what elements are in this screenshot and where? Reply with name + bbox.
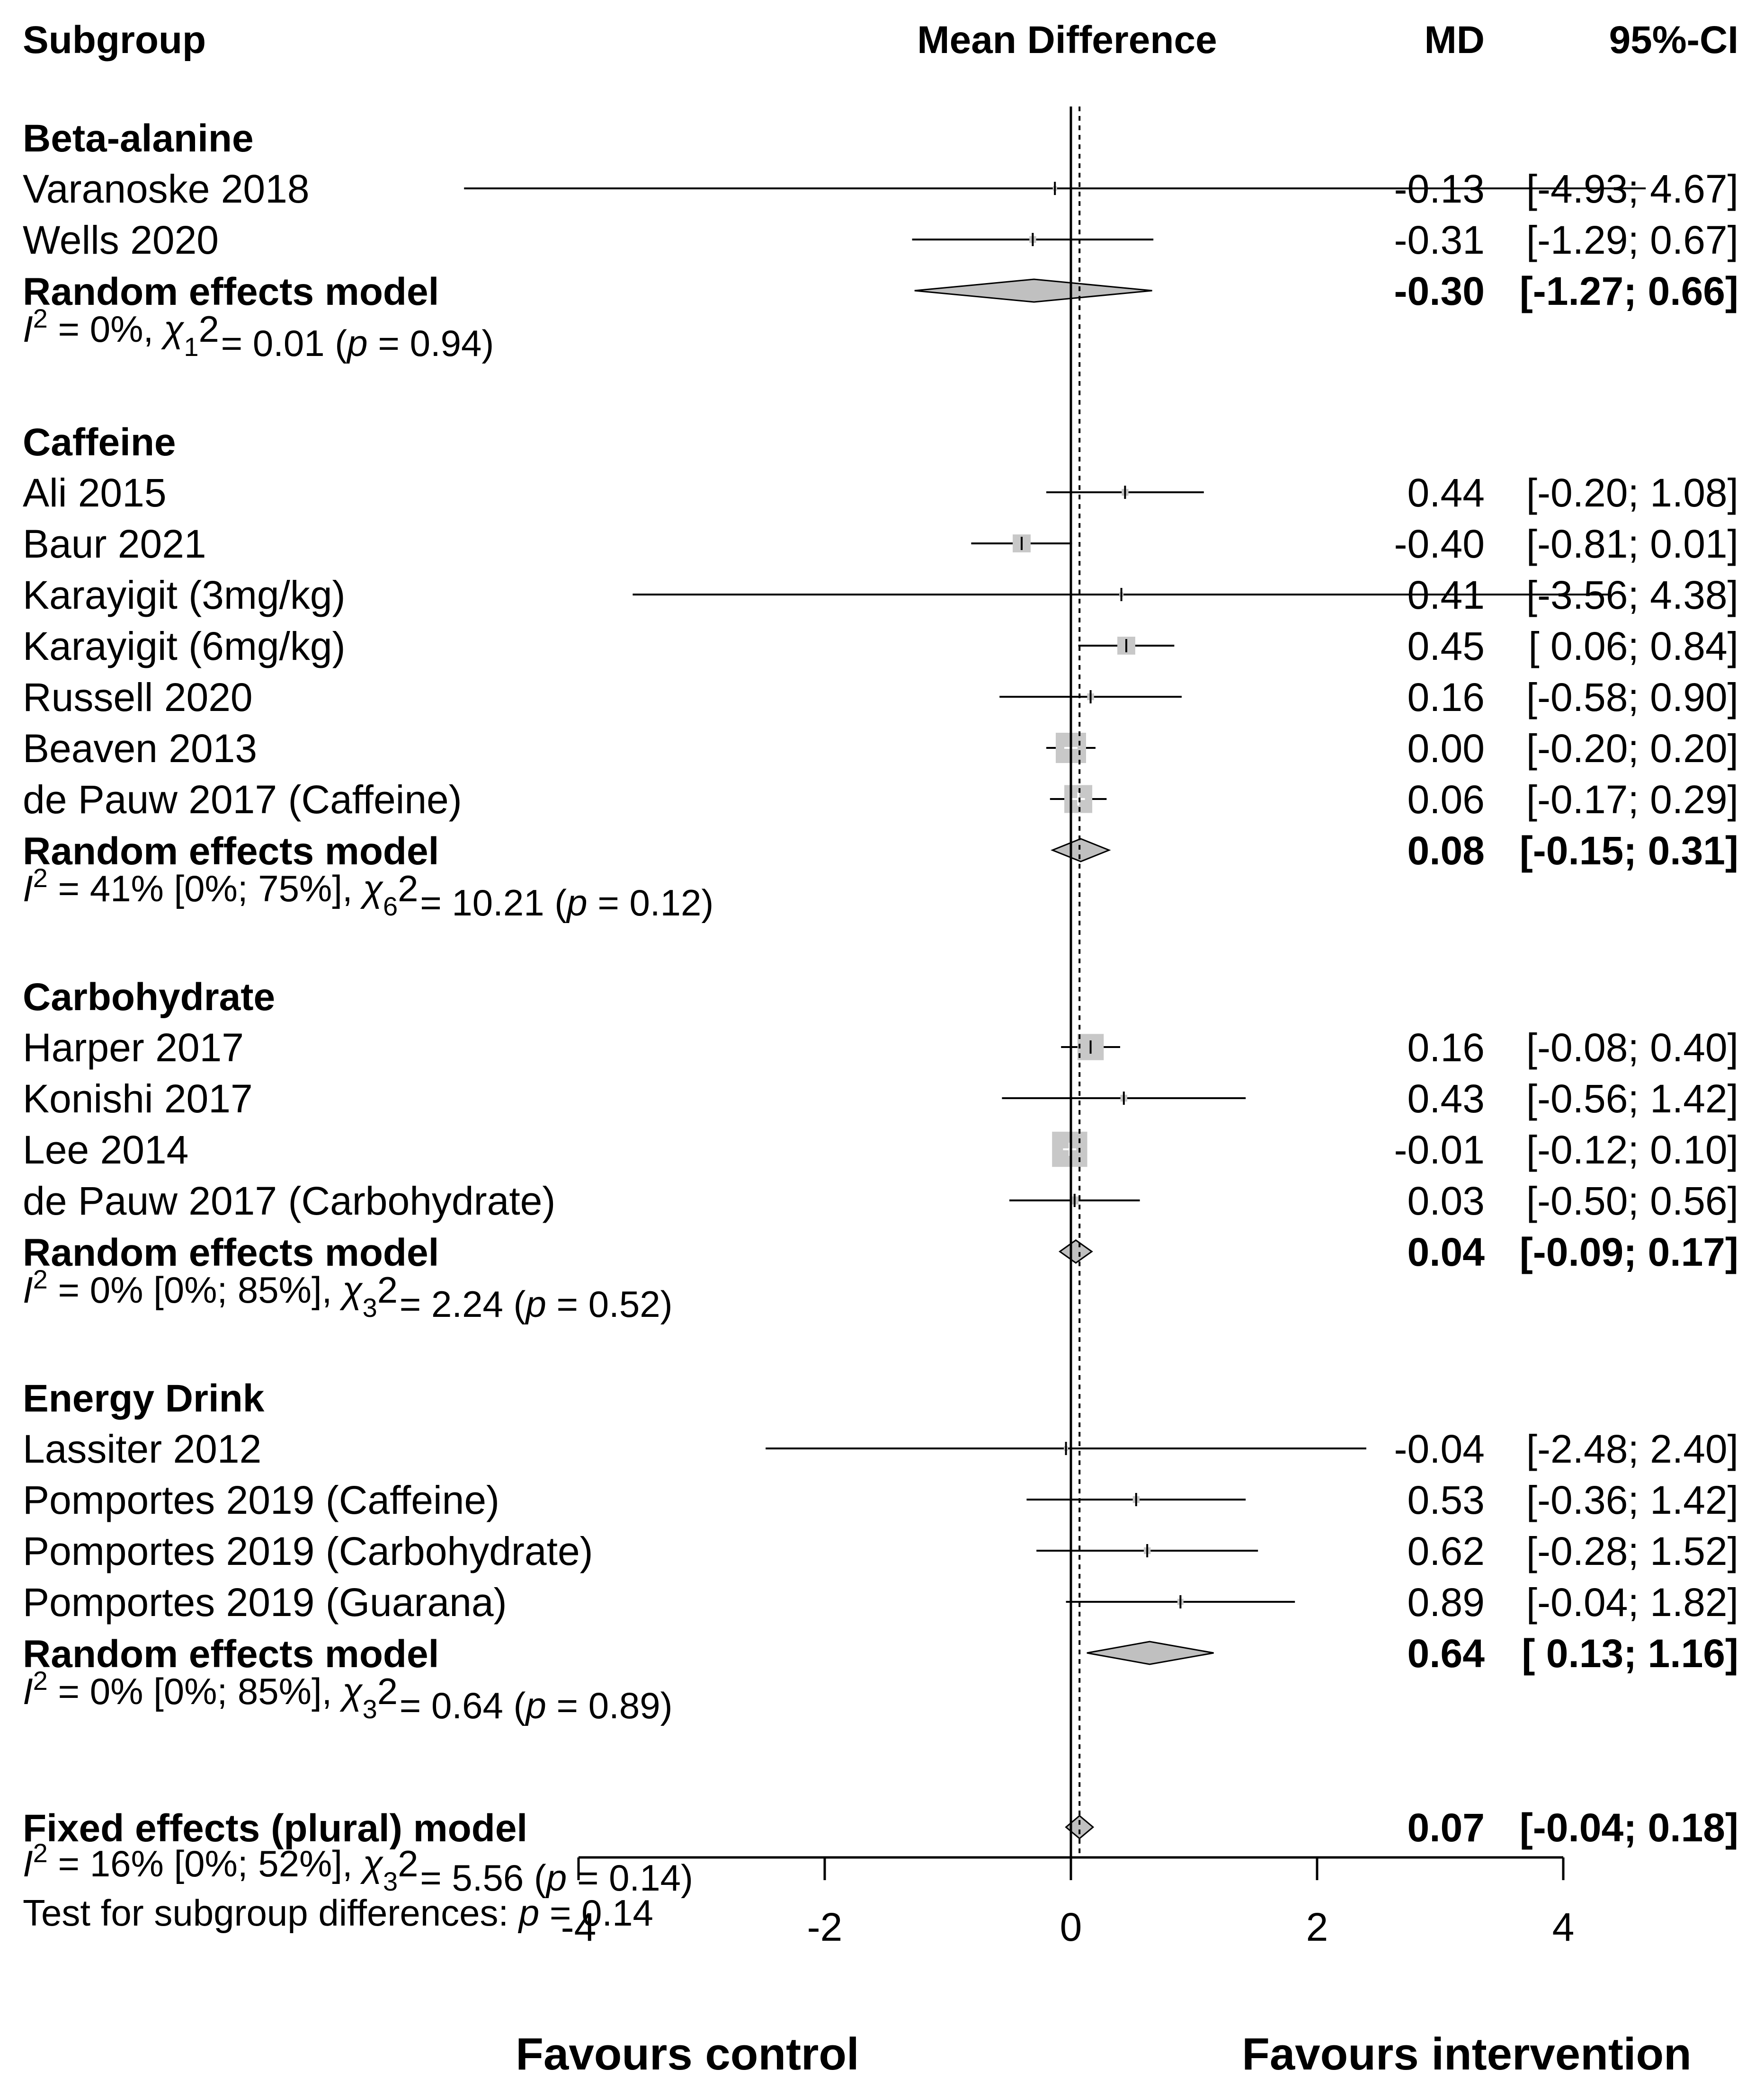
study-md: 0.62	[1408, 1529, 1485, 1573]
study-label: Lassiter 2012	[23, 1427, 261, 1471]
study-ci: [-0.20; 1.08]	[1526, 471, 1738, 515]
subgroup-model-md: 0.04	[1408, 1230, 1485, 1274]
study-label: Karayigit (6mg/kg)	[23, 624, 346, 668]
study-md: -0.13	[1394, 167, 1485, 211]
study-label: Varanoske 2018	[23, 167, 310, 211]
favours-left-label: Favours control	[516, 2029, 859, 2079]
study-md: -0.04	[1394, 1427, 1485, 1471]
study-md: 0.89	[1408, 1580, 1485, 1625]
study-ci: [-4.93; 4.67]	[1526, 167, 1738, 211]
subgroup-model-md: 0.08	[1408, 828, 1485, 873]
subgroup-model-diamond	[1059, 1239, 1093, 1264]
subgroup-model-ci: [-0.15; 0.31]	[1520, 828, 1738, 873]
plot-area	[464, 107, 1646, 1880]
study-ci: [-3.56; 4.38]	[1526, 573, 1738, 617]
study-label: Baur 2021	[23, 522, 206, 566]
subgroup-heterogeneity: I2 = 0%, χ12 = 0.01 (p = 0.94)	[23, 303, 494, 364]
study-md: 0.16	[1408, 1025, 1485, 1070]
study-ci: [-1.29; 0.67]	[1526, 218, 1738, 262]
overall-model-diamond	[1065, 1815, 1095, 1839]
subgroup-model-label: Random effects model	[23, 1633, 439, 1676]
study-md: 0.00	[1408, 726, 1485, 771]
study-md: 0.06	[1408, 777, 1485, 822]
overall-model-ci: [-0.04; 0.18]	[1520, 1805, 1738, 1850]
study-ci: [-0.58; 0.90]	[1526, 675, 1738, 719]
subgroup-model-diamond	[914, 278, 1152, 303]
study-md: -0.31	[1394, 218, 1485, 262]
column-header-mean-difference: Mean Difference	[917, 18, 1217, 62]
subgroup-model-label: Random effects model	[23, 1231, 439, 1274]
study-ci: [-0.50; 0.56]	[1526, 1179, 1738, 1223]
study-label: Lee 2014	[23, 1128, 188, 1172]
subgroup-model-diamond	[1050, 838, 1111, 862]
subgroup-model-label: Random effects model	[23, 830, 439, 873]
subgroup-heterogeneity: I2 = 41% [0%; 75%], χ62 = 10.21 (p = 0.1…	[23, 863, 713, 924]
study-md: -0.40	[1394, 522, 1485, 566]
study-label: Ali 2015	[23, 471, 167, 515]
study-ci: [-0.20; 0.20]	[1526, 726, 1738, 771]
study-label: Russell 2020	[23, 675, 253, 719]
subgroup-heterogeneity: I2 = 0% [0%; 85%], χ32 = 0.64 (p = 0.89)	[23, 1666, 673, 1726]
study-label: Konishi 2017	[23, 1076, 253, 1121]
study-md: -0.01	[1394, 1128, 1485, 1172]
study-md: 0.41	[1408, 573, 1485, 617]
column-header-md: MD	[1424, 18, 1485, 62]
study-label: Karayigit (3mg/kg)	[23, 573, 346, 617]
subgroup-model-diamond	[1087, 1641, 1214, 1665]
column-header-ci: 95%-CI	[1609, 18, 1738, 62]
study-ci: [-0.17; 0.29]	[1526, 777, 1738, 822]
study-md: 0.16	[1408, 675, 1485, 719]
study-ci: [-0.04; 1.82]	[1526, 1580, 1738, 1625]
subgroup-title: Caffeine	[23, 421, 176, 464]
subgroup-model-label: Random effects model	[23, 270, 439, 313]
study-md: 0.44	[1408, 471, 1485, 515]
study-md: 0.03	[1408, 1179, 1485, 1223]
subgroup-heterogeneity: I2 = 0% [0%; 85%], χ32 = 2.24 (p = 0.52)	[23, 1264, 673, 1325]
study-label: Harper 2017	[23, 1025, 244, 1070]
study-md: 0.45	[1408, 624, 1485, 668]
study-label: de Pauw 2017 (Carbohydrate)	[23, 1179, 555, 1223]
text-area: Subgroup Mean Difference MD 95%-CI Beta-alan…	[23, 18, 1738, 2079]
overall-model-md: 0.07	[1408, 1805, 1485, 1850]
study-ci: [-0.28; 1.52]	[1526, 1529, 1738, 1573]
study-label: Beaven 2013	[23, 726, 257, 771]
subgroup-title: Energy Drink	[23, 1377, 265, 1420]
study-ci: [-0.56; 1.42]	[1526, 1076, 1738, 1121]
study-label: de Pauw 2017 (Caffeine)	[23, 777, 462, 822]
subgroup-title: Beta-alanine	[23, 117, 254, 160]
study-ci: [ 0.06; 0.84]	[1528, 624, 1738, 668]
subgroup-title: Carbohydrate	[23, 976, 275, 1019]
favours-right-label: Favours intervention	[1242, 2029, 1692, 2079]
subgroup-model-ci: [ 0.13; 1.16]	[1522, 1631, 1738, 1676]
subgroup-test: Test for subgroup differences: p = 0.14	[23, 1892, 653, 1934]
study-label: Wells 2020	[23, 218, 219, 262]
study-label: Pomportes 2019 (Carbohydrate)	[23, 1529, 593, 1573]
study-label: Pomportes 2019 (Caffeine)	[23, 1478, 499, 1522]
x-axis-tick-label: 2	[1306, 1905, 1328, 1949]
study-ci: [-0.08; 0.40]	[1526, 1025, 1738, 1070]
x-axis-tick-label: -2	[807, 1905, 843, 1949]
study-ci: [-0.36; 1.42]	[1526, 1478, 1738, 1522]
subgroup-model-md: -0.30	[1394, 269, 1485, 313]
study-ci: [-0.12; 0.10]	[1526, 1128, 1738, 1172]
subgroup-model-ci: [-1.27; 0.66]	[1520, 269, 1738, 313]
subgroup-model-md: 0.64	[1408, 1631, 1485, 1676]
overall-heterogeneity: I2 = 16% [0%; 52%], χ32 = 5.56 (p = 0.14…	[23, 1838, 693, 1899]
study-ci: [-0.81; 0.01]	[1526, 522, 1738, 566]
study-label: Pomportes 2019 (Guarana)	[23, 1580, 507, 1625]
study-md: 0.53	[1408, 1478, 1485, 1522]
column-header-subgroup: Subgroup	[23, 18, 206, 62]
x-axis-tick-label: 4	[1552, 1905, 1575, 1949]
study-md: 0.43	[1408, 1076, 1485, 1121]
overall-model-label: Fixed effects (plural) model	[23, 1807, 527, 1850]
subgroup-model-ci: [-0.09; 0.17]	[1520, 1230, 1738, 1274]
x-axis-tick-label: -4	[561, 1905, 597, 1949]
x-axis-tick-label: 0	[1060, 1905, 1082, 1949]
study-ci: [-2.48; 2.40]	[1526, 1427, 1738, 1471]
